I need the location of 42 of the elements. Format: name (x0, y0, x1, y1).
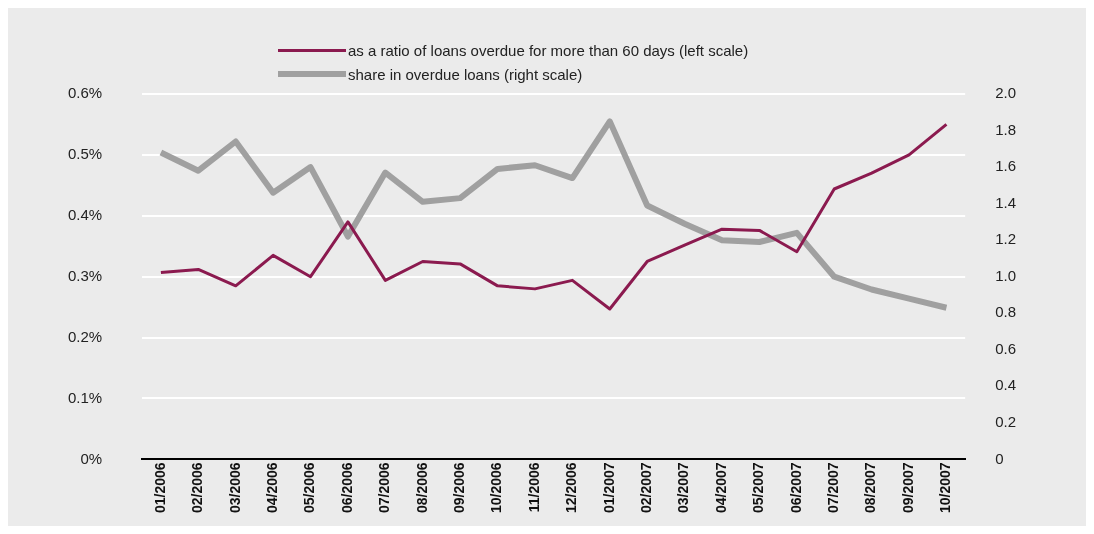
x-tick-label: 03/2006 (226, 462, 243, 513)
y2-tick-label: 1.6 (995, 157, 1017, 175)
x-tick-label: 07/2006 (376, 462, 393, 513)
x-tick-label: 02/2006 (189, 462, 206, 513)
y2-tick-label: 2.0 (995, 84, 1017, 102)
y-tick-label: 0.3% (67, 266, 103, 284)
y2-tick-label: 1.4 (995, 193, 1017, 211)
x-tick-label: 09/2006 (451, 462, 468, 513)
x-tick-label: 08/2007 (862, 462, 879, 513)
x-tick-label: 04/2006 (263, 462, 280, 513)
x-tick-label: 04/2007 (712, 462, 729, 513)
legend-label: share in overdue loans (right scale) (348, 65, 583, 83)
y2-tick-label: 0 (995, 449, 1004, 467)
x-tick-label: 06/2007 (787, 462, 804, 513)
y2-tick-label: 1.2 (995, 230, 1017, 248)
y2-tick-label: 1.0 (995, 266, 1017, 284)
x-tick-label: 10/2007 (937, 462, 954, 513)
legend-label: as a ratio of loans overdue for more than 60 days (left scale) (348, 41, 749, 59)
y-tick-label: 0.2% (67, 327, 103, 345)
x-tick-label: 06/2006 (338, 462, 355, 513)
x-tick-label: 11/2006 (525, 462, 542, 513)
y2-tick-label: 0.2 (995, 412, 1017, 430)
x-tick-label: 08/2006 (413, 462, 430, 513)
y-tick-label: 0% (80, 449, 103, 467)
y-tick-label: 0.5% (67, 145, 103, 163)
y-tick-label: 0.6% (67, 84, 103, 102)
y2-tick-label: 1.8 (995, 120, 1017, 138)
x-tick-label: 01/2007 (600, 462, 617, 513)
y2-tick-label: 0.4 (995, 376, 1017, 394)
x-tick-label: 01/2006 (151, 462, 168, 513)
x-tick-label: 09/2007 (899, 462, 916, 513)
y-tick-label: 0.1% (67, 388, 103, 406)
x-tick-label: 05/2006 (301, 462, 318, 513)
x-tick-label: 03/2007 (675, 462, 692, 513)
x-tick-label: 12/2006 (563, 462, 580, 513)
x-tick-label: 05/2007 (750, 462, 767, 513)
y2-tick-label: 0.8 (995, 303, 1017, 321)
x-tick-label: 10/2006 (488, 462, 505, 513)
x-tick-label: 07/2007 (825, 462, 842, 513)
y-tick-label: 0.4% (67, 205, 103, 223)
x-tick-label: 02/2007 (638, 462, 655, 513)
y2-tick-label: 0.6 (995, 339, 1017, 357)
